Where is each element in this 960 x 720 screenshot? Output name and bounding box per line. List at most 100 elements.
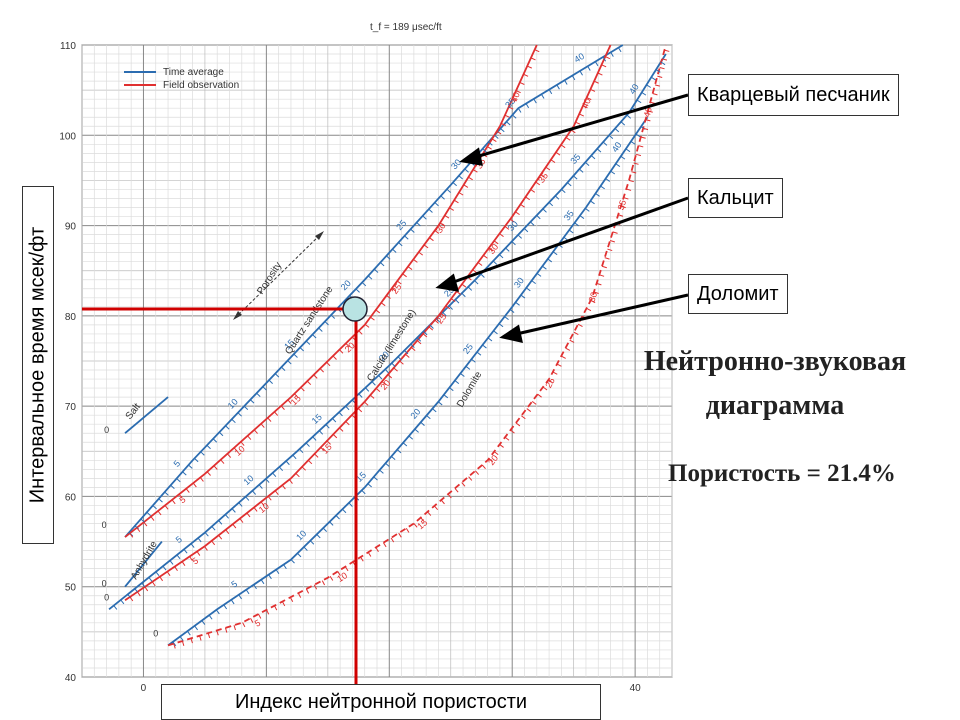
porosity-tick	[472, 269, 478, 274]
porosity-tick	[314, 453, 319, 458]
porosity-tick	[423, 244, 429, 249]
porosity-tick	[595, 193, 600, 197]
porosity-tick	[432, 408, 437, 413]
porosity-tick	[176, 478, 181, 483]
porosity-tick	[199, 635, 202, 641]
porosity-tick	[237, 412, 242, 417]
porosity-tick	[455, 299, 460, 304]
porosity-tick	[434, 505, 439, 511]
porosity-tick	[402, 273, 407, 278]
porosity-tick	[487, 146, 492, 150]
porosity-tick	[481, 464, 486, 470]
porosity-tick	[526, 408, 532, 412]
porosity-tick	[612, 231, 618, 234]
porosity-tick	[218, 431, 224, 437]
porosity-tick	[307, 460, 313, 465]
arrow-sandstone-head	[459, 147, 483, 166]
porosity-label: 35	[536, 171, 550, 185]
porosity-tick	[150, 516, 155, 521]
porosity-tick	[325, 424, 330, 429]
porosity-tick	[535, 181, 541, 186]
porosity-tick	[420, 517, 425, 522]
porosity-tick	[345, 405, 350, 411]
porosity-tick	[517, 107, 522, 113]
porosity-tick	[192, 482, 197, 488]
porosity-tick	[190, 638, 193, 644]
porosity-tick	[312, 334, 317, 339]
porosity-tick	[640, 136, 646, 139]
porosity-tick	[408, 435, 414, 440]
porosity-tick	[231, 418, 236, 424]
porosity-tick	[643, 127, 649, 131]
porosity-tick	[179, 636, 184, 641]
porosity-tick	[461, 283, 467, 288]
porosity-tick	[342, 508, 347, 514]
porosity-tick	[391, 287, 397, 292]
porosity-tick	[316, 534, 321, 539]
porosity-tick	[525, 103, 530, 109]
porosity-tick	[224, 627, 228, 633]
porosity-tick	[380, 302, 386, 307]
porosity-label: 20	[343, 340, 357, 354]
porosity-tick	[206, 444, 211, 450]
porosity-tick	[312, 436, 317, 441]
porosity-tick	[449, 387, 454, 392]
porosity-tick	[242, 622, 246, 628]
porosity-tick	[185, 488, 190, 493]
porosity-label: 25	[435, 312, 449, 326]
porosity-tick	[586, 97, 592, 101]
porosity-tick	[499, 233, 504, 238]
porosity-tick	[472, 169, 478, 173]
porosity-label: 30	[486, 242, 500, 256]
porosity-label: 25	[543, 376, 557, 390]
porosity-tick	[548, 379, 553, 384]
porosity-tick	[545, 166, 551, 171]
porosity-tick	[224, 514, 229, 519]
porosity-tick	[636, 99, 642, 104]
porosity-tick	[318, 327, 323, 332]
porosity-tick	[141, 582, 146, 588]
porosity-tick	[434, 230, 440, 234]
porosity-label: 10	[241, 473, 255, 487]
porosity-tick	[398, 532, 402, 538]
porosity-tick	[458, 192, 464, 196]
porosity-tick	[233, 625, 236, 631]
porosity-tick	[178, 493, 183, 499]
porosity-tick	[381, 381, 387, 386]
porosity-tick	[416, 340, 422, 345]
porosity-tick	[370, 316, 375, 321]
porosity-tick	[536, 273, 542, 277]
right-title-line2: диаграмма	[705, 390, 845, 421]
porosity-tick	[303, 546, 308, 551]
series-line-salt	[124, 396, 169, 434]
porosity-tick	[199, 477, 204, 482]
porosity-tick	[391, 456, 396, 461]
porosity-tick	[146, 511, 151, 516]
porosity-tick	[452, 182, 457, 187]
porosity-tick	[129, 533, 134, 538]
grid	[81, 44, 673, 678]
porosity-tick	[262, 386, 267, 391]
porosity-label: 25	[390, 282, 404, 296]
series-line-quartz-sandstone	[124, 44, 538, 538]
porosity-tick	[525, 287, 531, 292]
legend: Time average Field observation	[124, 67, 239, 91]
porosity-tick	[475, 470, 480, 475]
porosity-tick	[628, 179, 634, 183]
porosity-tick	[410, 228, 415, 233]
porosity-tick	[253, 584, 257, 590]
porosity-tick	[379, 469, 384, 474]
porosity-tick	[140, 518, 145, 523]
porosity-tick	[215, 609, 220, 615]
porosity-tick	[319, 368, 324, 373]
porosity-tick	[602, 56, 607, 62]
porosity-tick	[426, 415, 431, 420]
y-axis-label-box: Интервальное время мсек/фт	[22, 186, 54, 544]
porosity-tick	[260, 423, 265, 428]
porosity-tick	[483, 254, 488, 259]
porosity-tick	[610, 170, 616, 175]
porosity-tick	[605, 56, 611, 60]
porosity-label: 10	[233, 444, 247, 458]
porosity-tick	[173, 643, 176, 649]
porosity-tick	[345, 343, 350, 348]
